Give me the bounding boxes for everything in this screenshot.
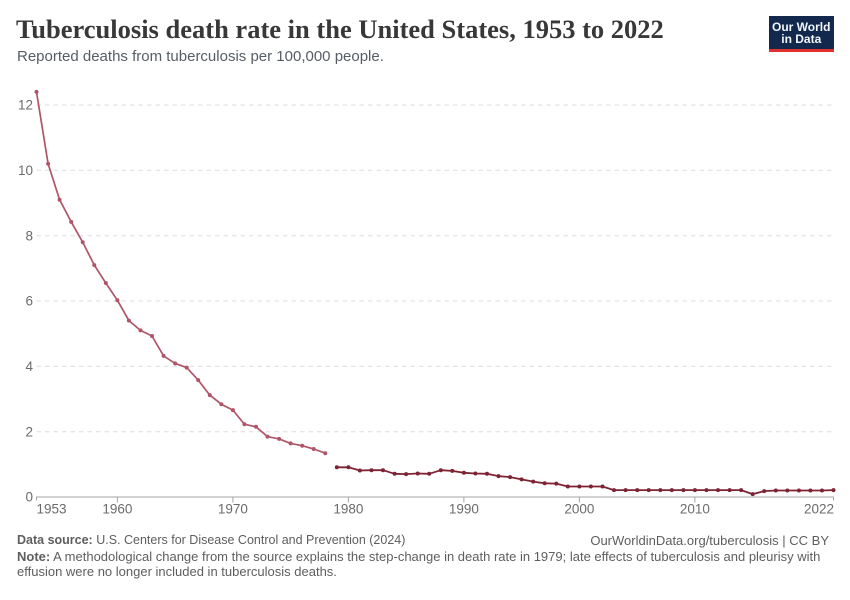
svg-text:12: 12 xyxy=(18,98,33,113)
svg-text:1970: 1970 xyxy=(218,502,248,517)
svg-text:1953: 1953 xyxy=(37,502,67,517)
svg-text:2: 2 xyxy=(25,424,33,439)
svg-text:1990: 1990 xyxy=(449,502,479,517)
svg-text:2022: 2022 xyxy=(804,502,834,517)
svg-text:1960: 1960 xyxy=(102,502,132,517)
svg-text:1980: 1980 xyxy=(333,502,363,517)
svg-text:2010: 2010 xyxy=(680,502,710,517)
svg-text:6: 6 xyxy=(25,294,33,309)
svg-text:10: 10 xyxy=(18,163,33,178)
svg-text:2000: 2000 xyxy=(564,502,594,517)
svg-text:8: 8 xyxy=(25,228,33,243)
svg-text:4: 4 xyxy=(25,359,33,374)
svg-text:0: 0 xyxy=(25,490,33,505)
